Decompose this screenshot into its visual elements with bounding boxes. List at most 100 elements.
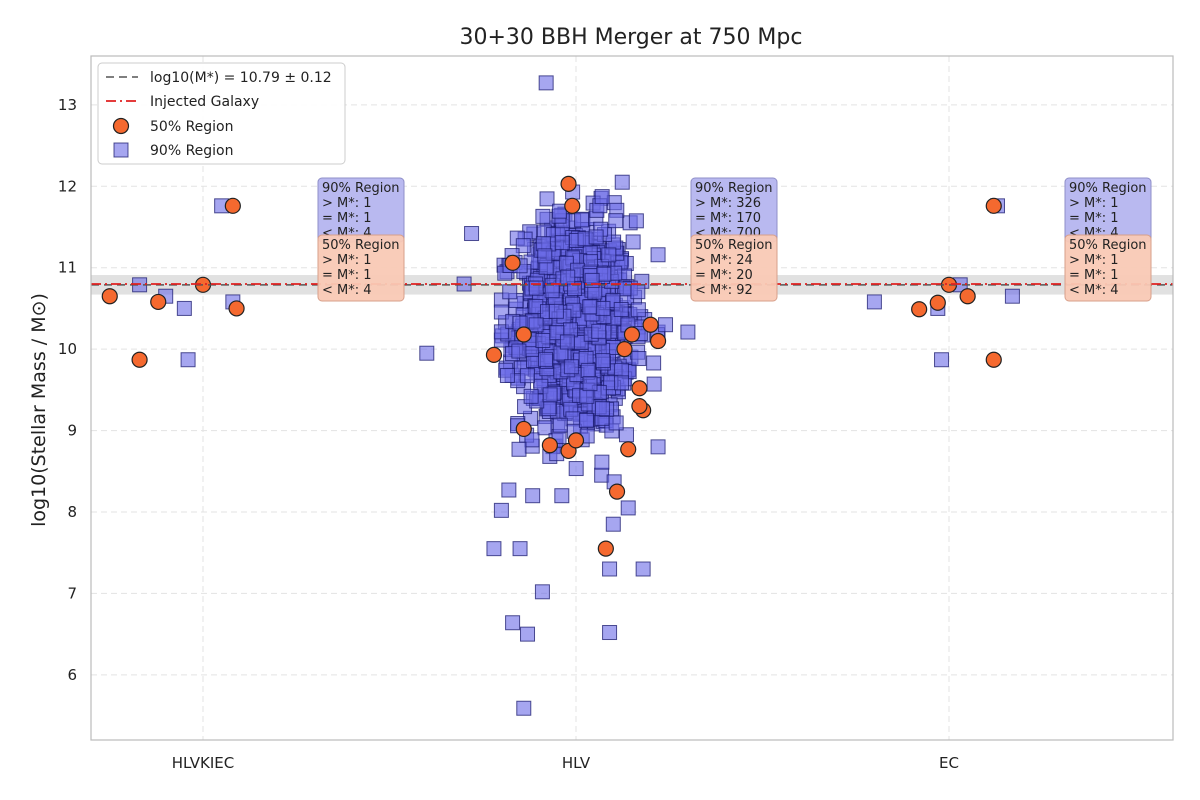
point-90-region	[635, 561, 651, 577]
point-50-region	[515, 326, 532, 343]
point-90-region	[548, 303, 564, 319]
point-50-region	[985, 351, 1002, 368]
point-90-region	[934, 352, 950, 368]
point-50-region	[541, 437, 558, 454]
chart-title: 30+30 BBH Merger at 750 Mpc	[460, 25, 803, 50]
reference-lines-layer	[91, 283, 1173, 286]
point-90-region	[602, 625, 618, 641]
y-tick-label: 12	[58, 177, 77, 195]
point-90-region	[512, 541, 528, 557]
point-90-region	[493, 324, 509, 340]
point-50-region	[649, 332, 667, 350]
region-90-summary-text: 90% Region	[322, 181, 400, 196]
point-90-region	[646, 355, 662, 371]
point-90-region	[594, 189, 610, 205]
region-50-summary-text: = M*: 1	[322, 268, 372, 283]
region-50-summary-box	[1064, 234, 1152, 302]
tick-labels: 6 7 8 9 10 11 12 13 HLVKIEC HLV EC	[58, 96, 959, 772]
point-90-region	[568, 461, 584, 477]
point-90-region	[486, 541, 502, 557]
legend-entry: Injected Galaxy	[150, 94, 259, 110]
region-90-summary-text: > M*: 1	[322, 196, 372, 211]
point-90-region	[563, 359, 579, 375]
x-tick-label: HLVKIEC	[172, 754, 234, 772]
legend-entry: 50% Region	[150, 119, 234, 135]
plot-frame	[90, 55, 1174, 741]
point-90-region	[535, 332, 551, 348]
point-90-region	[559, 334, 575, 350]
point-50-region	[564, 197, 581, 214]
point-90-region	[625, 234, 641, 250]
region-50-summary-text: = M*: 20	[695, 268, 753, 283]
region-50-summary-text: > M*: 1	[1069, 253, 1119, 268]
point-90-region	[464, 226, 480, 242]
point-90-region	[560, 269, 576, 285]
region-90-summary-text: = M*: 170	[695, 211, 761, 226]
point-50-region	[985, 197, 1002, 214]
point-90-region	[613, 375, 629, 391]
point-90-region	[499, 368, 515, 384]
point-90-region	[534, 584, 550, 600]
point-90-region	[535, 208, 551, 224]
y-axis-label: log10(Stellar Mass / M⊙)	[28, 293, 50, 527]
region-50-summary-text: 50% Region	[1069, 238, 1147, 253]
point-90-region	[602, 561, 618, 577]
point-90-region	[544, 283, 560, 299]
point-90-region	[680, 324, 696, 340]
point-90-region	[574, 212, 590, 228]
legend-frame	[97, 62, 346, 165]
point-90-region	[493, 304, 509, 320]
point-90-region	[176, 300, 192, 316]
point-50-region	[631, 380, 648, 397]
point-90-region	[630, 284, 646, 300]
point-90-region	[501, 482, 517, 498]
point-90-region	[524, 432, 540, 448]
point-90-region	[614, 174, 630, 190]
region-90-summary-text: 90% Region	[695, 181, 773, 196]
point-90-region	[515, 238, 531, 254]
point-90-region	[525, 488, 541, 504]
point-90-region	[630, 302, 646, 318]
point-90-region	[658, 317, 674, 333]
point-90-region	[866, 294, 882, 310]
point-50-region	[504, 254, 521, 271]
point-90-region	[594, 467, 610, 483]
y-tick-label: 9	[67, 422, 77, 440]
point-90-region	[578, 412, 594, 428]
point-90-region	[582, 376, 598, 392]
point-50-region	[485, 346, 503, 363]
point-90-region	[505, 615, 521, 631]
point-50-region	[608, 483, 626, 500]
point-90-region	[631, 351, 647, 367]
point-90-region	[588, 229, 604, 245]
point-90-region	[419, 345, 435, 361]
region-50-summary-text: < M*: 92	[695, 283, 753, 298]
point-90-region	[594, 454, 610, 470]
point-90-region	[528, 317, 544, 333]
points-layer	[101, 75, 1020, 716]
point-90-region	[554, 235, 570, 251]
x-tick-label: EC	[939, 754, 959, 772]
point-50-region	[228, 300, 245, 317]
point-50-region	[150, 293, 167, 311]
point-50-region	[959, 288, 976, 305]
region-90-summary-text: = M*: 1	[1069, 211, 1119, 226]
point-90-region	[650, 439, 666, 455]
point-90-region	[620, 500, 636, 516]
point-90-region	[520, 626, 536, 642]
point-90-region	[582, 299, 598, 315]
point-50-region	[101, 288, 118, 305]
region-90-summary-text: 90% Region	[1069, 181, 1147, 196]
point-90-region	[601, 247, 617, 263]
point-90-region	[519, 368, 535, 384]
legend-entry: log10(M*) = 10.79 ± 0.12	[150, 70, 332, 86]
point-90-region	[613, 301, 629, 317]
point-90-region	[591, 323, 607, 339]
point-90-region	[595, 353, 611, 369]
point-90-region	[605, 516, 621, 532]
y-tick-label: 6	[67, 666, 77, 684]
y-tick-label: 7	[67, 584, 77, 602]
point-90-region	[650, 247, 666, 263]
region-50-summary-box	[690, 234, 778, 302]
